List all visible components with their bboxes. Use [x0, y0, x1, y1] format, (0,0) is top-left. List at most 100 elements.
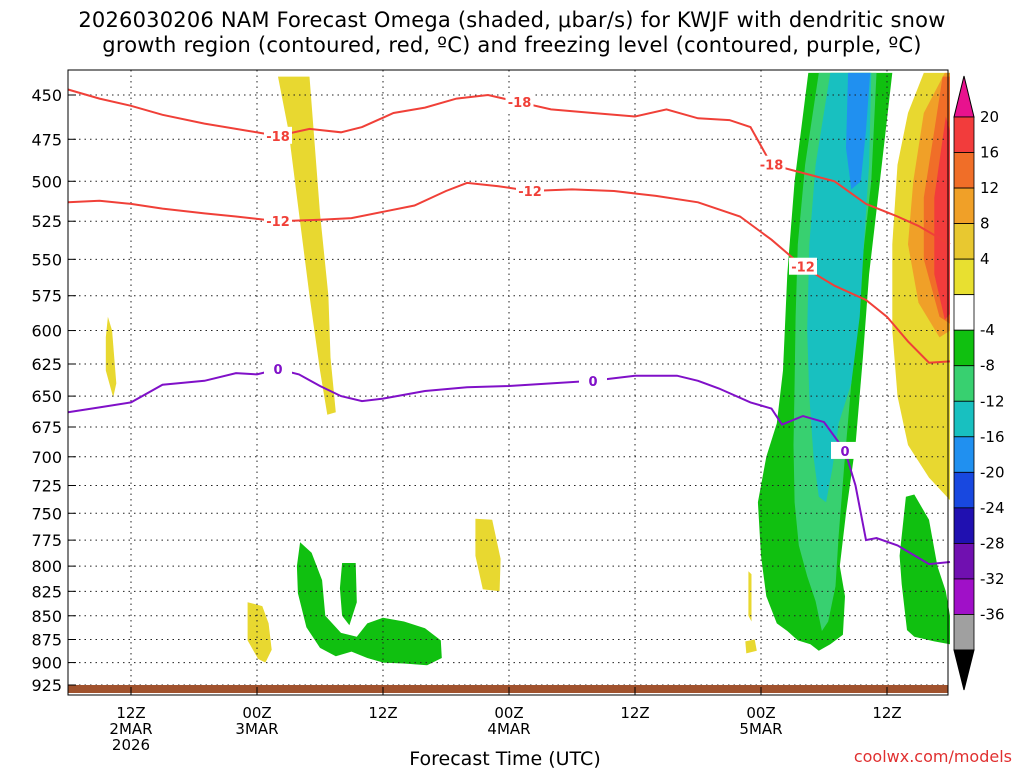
x-tick-label: 5MAR: [739, 720, 782, 738]
terrain-strip: [68, 685, 948, 693]
colorbar-label: -32: [980, 570, 1005, 588]
colorbar-box: [953, 436, 975, 473]
shaded-green-right-low: [899, 494, 950, 645]
colorbar-box: [953, 614, 975, 651]
y-tick-label: 875: [31, 630, 62, 649]
y-tick-label: 600: [31, 322, 62, 341]
contour-label-freezing-level: 0: [273, 363, 282, 378]
x-tick-label: 12Z: [620, 704, 649, 722]
x-tick-label: 3MAR: [235, 720, 278, 738]
colorbar-box: [953, 471, 975, 509]
colorbar-box: [953, 294, 975, 331]
colorbar-box: [953, 258, 975, 296]
y-tick-label: 775: [31, 531, 62, 550]
contour-label-freezing-level: 0: [588, 375, 597, 390]
contour-label-bg: [757, 155, 786, 173]
x-tick-label: 00Z: [494, 704, 523, 722]
contour-label-bg: [516, 182, 544, 200]
y-tick-label: 625: [31, 355, 62, 374]
contour-label-bg: [264, 126, 292, 144]
colorbar-label: -8: [980, 357, 995, 375]
y-tick-label: 825: [31, 582, 62, 601]
x-tick-label: 12Z: [116, 704, 145, 722]
colorbar-label: -28: [980, 534, 1005, 552]
contour-label-bg: [831, 441, 859, 459]
x-tick-label: 2026: [112, 736, 150, 754]
colorbar-bottom-arrow: [953, 649, 975, 691]
x-tick-label: 00Z: [242, 704, 271, 722]
contour-label-bg: [789, 257, 817, 275]
contour-label-bg: [579, 371, 607, 389]
y-tick-label: 575: [31, 287, 62, 306]
contour-dgz-lower: [67, 181, 951, 364]
shaded-yellow-small-left: [105, 316, 117, 398]
shaded-green-low-2: [339, 563, 357, 626]
x-tick-label: 12Z: [368, 704, 397, 722]
shaded-yellow-low-3: [748, 571, 752, 622]
contour-label-freezing-level: 0: [840, 445, 849, 460]
shaded-red-core-right: [934, 116, 950, 320]
x-tick-label: 12Z: [872, 704, 901, 722]
contour-label-dgz-lower: -12: [518, 185, 542, 200]
colorbar-label: -20: [980, 463, 1005, 481]
contour-label-dgz-lower: -12: [791, 261, 815, 276]
y-tick-label: 700: [31, 448, 62, 467]
y-tick-label: 750: [31, 504, 62, 523]
colorbar-label: 20: [980, 108, 999, 126]
y-tick-label: 475: [31, 130, 62, 149]
contour-label-dgz-lower: -12: [266, 215, 290, 230]
y-tick-label: 900: [31, 654, 62, 673]
shaded-yellow-low-2: [475, 518, 501, 592]
colorbar-box: [953, 543, 975, 580]
axes-layer: 450 475 500 525 550 575 600 625 650 675 700 725 750 7…: [31, 86, 901, 754]
colorbar-top-arrow: [953, 75, 975, 118]
x-tick-label: 2MAR: [109, 720, 152, 738]
colorbar: 20 16 12 8 4 -4 -8 -12 -16 -20 -24 -28 -32 -36: [953, 75, 1005, 691]
chart-title-line-2: growth region (contoured, red, ºC) and f…: [102, 33, 922, 57]
colorbar-box: [953, 152, 975, 189]
colorbar-label: -16: [980, 428, 1005, 446]
y-tick-label: 675: [31, 418, 62, 437]
colorbar-box: [953, 329, 975, 367]
colorbar-box: [953, 400, 975, 438]
colorbar-box: [953, 365, 975, 402]
colorbar-label: -4: [980, 321, 995, 339]
colorbar-label: 16: [980, 144, 999, 162]
colorbar-label: 12: [980, 179, 999, 197]
colorbar-label: 8: [980, 215, 990, 233]
x-tick-label: 4MAR: [487, 720, 530, 738]
site-credit: coolwx.com/models: [854, 747, 1012, 766]
shaded-blue-core: [846, 72, 871, 190]
colorbar-label: -36: [980, 605, 1005, 623]
colorbar-label: -24: [980, 499, 1005, 517]
colorbar-box: [953, 187, 975, 224]
y-tick-label: 500: [31, 172, 62, 191]
contour-label-dgz-upper: -18: [508, 96, 532, 111]
shaded-green-low-1: [296, 542, 442, 666]
y-tick-label: 850: [31, 607, 62, 626]
y-tick-label: 525: [31, 212, 62, 231]
x-axis-label: Forecast Time (UTC): [409, 748, 600, 768]
chart-title-line-1: 2026030206 NAM Forecast Omega (shaded, μ…: [78, 8, 946, 32]
y-tick-label: 450: [31, 86, 62, 105]
contour-label-dgz-upper: -18: [266, 130, 290, 145]
colorbar-box: [953, 507, 975, 544]
y-tick-label: 800: [31, 557, 62, 576]
y-tick-label: 725: [31, 477, 62, 496]
y-tick-label: 925: [31, 676, 62, 695]
omega-shaded-layer: [105, 72, 950, 666]
contour-label-bg: [264, 360, 292, 378]
contour-label-bg: [264, 212, 292, 230]
colorbar-box: [953, 223, 975, 260]
plot-frame: [67, 69, 949, 696]
y-tick-label: 550: [31, 250, 62, 269]
y-tick-label: 650: [31, 387, 62, 406]
shaded-yellow-low-1: [247, 602, 272, 663]
colorbar-label: 4: [980, 250, 990, 268]
colorbar-box: [953, 578, 975, 615]
colorbar-label: -12: [980, 392, 1005, 410]
gridlines: [68, 70, 948, 695]
x-tick-label: 00Z: [746, 704, 775, 722]
colorbar-box: [953, 116, 975, 153]
